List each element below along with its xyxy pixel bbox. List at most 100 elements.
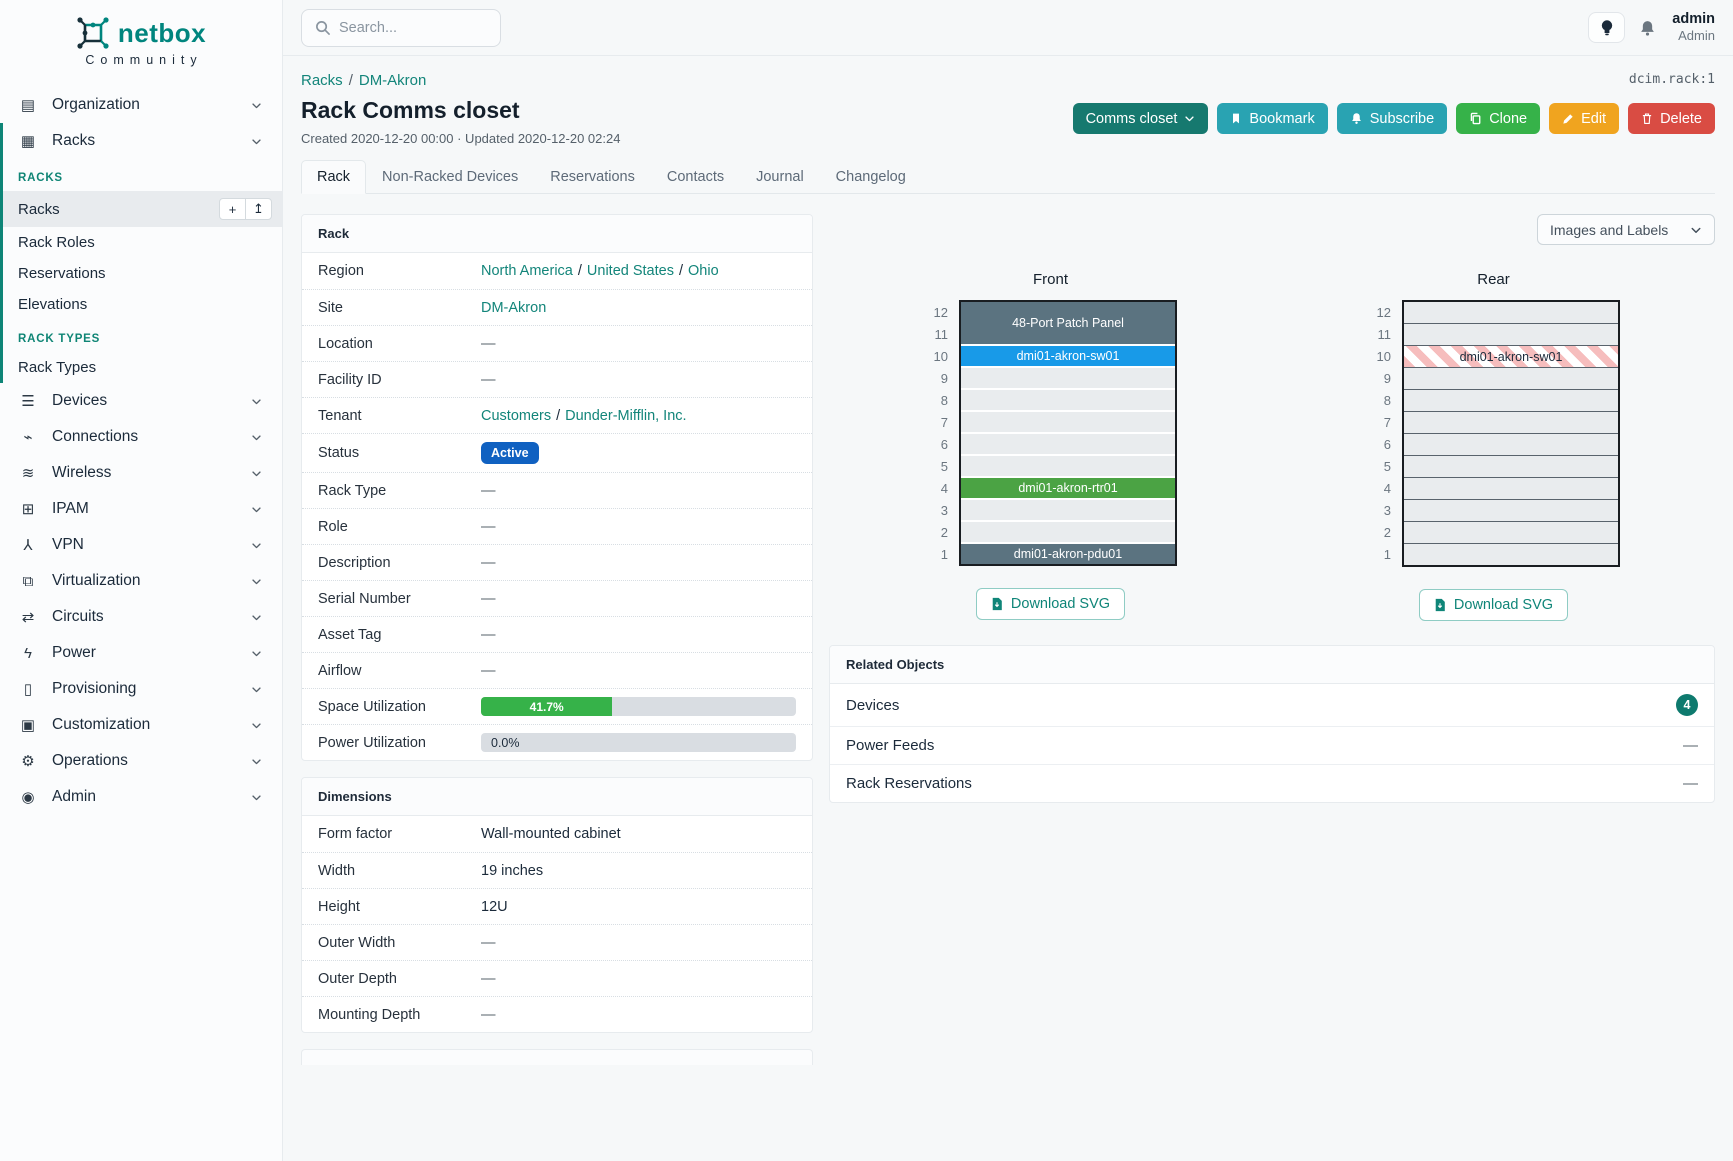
- rack-unit-empty[interactable]: [961, 522, 1175, 542]
- sidebar-item-racks[interactable]: ▦ Racks: [3, 123, 282, 159]
- rack-unit-dmi01-akron-sw01[interactable]: dmi01-akron-sw01: [1404, 346, 1618, 367]
- sidebar-item-organization[interactable]: ▤ Organization: [0, 87, 282, 123]
- rack-unit-empty[interactable]: [961, 390, 1175, 410]
- rack-unit-dmi01-akron-sw01[interactable]: dmi01-akron-sw01: [961, 346, 1175, 366]
- rack-unit-empty[interactable]: [1404, 390, 1618, 411]
- link-separator: /: [577, 263, 582, 279]
- subscribe-button[interactable]: Subscribe: [1336, 103, 1448, 134]
- download-svg-button-front[interactable]: Download SVG: [975, 588, 1126, 620]
- rack-unit-empty[interactable]: [961, 434, 1175, 454]
- elevation-view-select[interactable]: Images and Labels: [1537, 214, 1715, 245]
- tab-contacts[interactable]: Contacts: [666, 169, 725, 185]
- empty-value: —: [481, 590, 496, 607]
- link-ohio[interactable]: Ohio: [688, 263, 719, 279]
- table-row: Site DM-Akron: [302, 289, 812, 325]
- netbox-logo[interactable]: netbox Community: [0, 0, 282, 77]
- search-box[interactable]: [301, 8, 501, 47]
- rack-unit-dmi01-akron-pdu01[interactable]: dmi01-akron-pdu01: [961, 544, 1175, 564]
- tab-non-racked-devices[interactable]: Non-Racked Devices: [382, 169, 519, 185]
- sidebar-item-virtualization[interactable]: ⧉ Virtualization: [0, 563, 282, 599]
- table-row: Role —: [302, 508, 812, 544]
- rack-unit-empty[interactable]: [961, 412, 1175, 432]
- dark-mode-toggle[interactable]: [1588, 12, 1626, 43]
- rack-unit-dmi01-akron-rtr01[interactable]: dmi01-akron-rtr01: [961, 478, 1175, 498]
- notifications-bell-icon[interactable]: [1639, 19, 1656, 37]
- search-input[interactable]: [339, 19, 479, 36]
- unit-number: 9: [940, 370, 948, 386]
- link-customers[interactable]: Customers: [481, 407, 552, 424]
- sidebar-item-admin[interactable]: ◉ Admin: [0, 779, 282, 815]
- rack-unit-empty[interactable]: [1404, 544, 1618, 565]
- sidebar-item-vpn[interactable]: ⅄ VPN: [0, 527, 282, 563]
- breadcrumb-link-dm-akron[interactable]: DM-Akron: [358, 72, 427, 89]
- sidebar-item-rack-types[interactable]: Rack Types: [3, 352, 282, 383]
- row-value: —: [481, 372, 796, 388]
- sidebar-item-devices[interactable]: ☰ Devices: [0, 383, 282, 419]
- comms-closet-dropdown[interactable]: Comms closet: [1072, 103, 1209, 134]
- tab-reservations[interactable]: Reservations: [550, 169, 635, 185]
- row-text: 19 inches: [481, 862, 544, 879]
- tab-changelog[interactable]: Changelog: [835, 169, 906, 185]
- plus-icon[interactable]: +: [219, 198, 246, 220]
- rack-unit-empty[interactable]: [1404, 456, 1618, 477]
- sidebar-item-ipam[interactable]: ⊞ IPAM: [0, 491, 282, 527]
- admin-icon: ◉: [21, 789, 35, 806]
- rack-unit-empty[interactable]: [1404, 500, 1618, 521]
- sidebar-item-racks[interactable]: Racks + ↥: [3, 191, 282, 227]
- related-object-row[interactable]: Rack Reservations —: [830, 764, 1714, 802]
- sidebar-item-label: VPN: [52, 536, 84, 553]
- table-row: Location —: [302, 325, 812, 361]
- bookmark-button[interactable]: Bookmark: [1217, 103, 1328, 134]
- rack-unit-empty[interactable]: [1404, 368, 1618, 389]
- sidebar-item-elevations[interactable]: Elevations: [3, 289, 282, 320]
- sidebar-item-wireless[interactable]: ≋ Wireless: [0, 455, 282, 491]
- sidebar-item-customization[interactable]: ▣ Customization: [0, 707, 282, 743]
- sidebar-item-label: Wireless: [52, 464, 112, 481]
- link-north-america[interactable]: North America: [481, 263, 573, 279]
- tab-journal[interactable]: Journal: [756, 169, 804, 185]
- count-badge: 4: [1676, 694, 1698, 716]
- table-row: Width 19 inches: [302, 852, 812, 888]
- delete-button[interactable]: Delete: [1628, 103, 1715, 134]
- sidebar-item-operations[interactable]: ⚙ Operations: [0, 743, 282, 779]
- row-label: Region: [318, 263, 364, 279]
- sidebar-item-provisioning[interactable]: ▯ Provisioning: [0, 671, 282, 707]
- user-menu[interactable]: admin Admin: [1672, 10, 1715, 44]
- bookmark-icon: [1230, 112, 1242, 125]
- sidebar-item-reservations[interactable]: Reservations: [3, 258, 282, 289]
- breadcrumb-link-racks[interactable]: Racks: [301, 72, 343, 89]
- rack-unit-empty[interactable]: [961, 500, 1175, 520]
- row-label: Location: [318, 335, 373, 352]
- related-object-row[interactable]: Power Feeds —: [830, 726, 1714, 764]
- row-label: Status: [318, 445, 360, 461]
- rack-unit-empty[interactable]: [1404, 478, 1618, 499]
- rack-unit-empty[interactable]: [961, 368, 1175, 388]
- clone-button[interactable]: Clone: [1456, 103, 1541, 134]
- rack-unit-empty[interactable]: [961, 456, 1175, 476]
- download-svg-button-rear[interactable]: Download SVG: [1418, 589, 1569, 621]
- rack-unit-empty[interactable]: [1404, 434, 1618, 455]
- sidebar-item-circuits[interactable]: ⇄ Circuits: [0, 599, 282, 635]
- sidebar-item-rack-roles[interactable]: Rack Roles: [3, 227, 282, 258]
- rack-unit-empty[interactable]: [1404, 522, 1618, 543]
- chevron-down-icon: [251, 792, 262, 803]
- import-icon[interactable]: ↥: [245, 198, 272, 220]
- rack-unit-empty[interactable]: [1404, 302, 1618, 323]
- rack-unit-empty[interactable]: [1404, 324, 1618, 345]
- rack-diagram-rear: 12 11 10 9 8 7 6 5 4 3 2 1 dmi01-akron-sw01: [1367, 300, 1620, 567]
- tab-rack[interactable]: Rack: [301, 160, 367, 194]
- organization-icon: ▤: [20, 97, 36, 114]
- rack-unit-48-port-patch-panel[interactable]: 48-Port Patch Panel: [961, 302, 1175, 344]
- connections-icon: ⌁: [23, 429, 33, 446]
- rack-diagram-front: 12 11 10 9 8 7 6 5 4 3 2 1 48-Port Patch Panel dmi01-…: [924, 300, 1177, 566]
- sidebar-item-power[interactable]: ϟ Power: [0, 635, 282, 671]
- edit-button[interactable]: Edit: [1549, 103, 1620, 134]
- related-object-row[interactable]: Devices 4: [830, 684, 1714, 726]
- row-value: Wall-mounted cabinet: [481, 826, 796, 842]
- link-dunder-mifflin-inc[interactable]: Dunder-Mifflin, Inc.: [565, 407, 687, 424]
- link-dm-akron[interactable]: DM-Akron: [481, 299, 547, 316]
- unit-number: 2: [1383, 525, 1391, 540]
- link-united-states[interactable]: United States: [586, 263, 674, 279]
- rack-unit-empty[interactable]: [1404, 412, 1618, 433]
- sidebar-item-connections[interactable]: ⌁ Connections: [0, 419, 282, 455]
